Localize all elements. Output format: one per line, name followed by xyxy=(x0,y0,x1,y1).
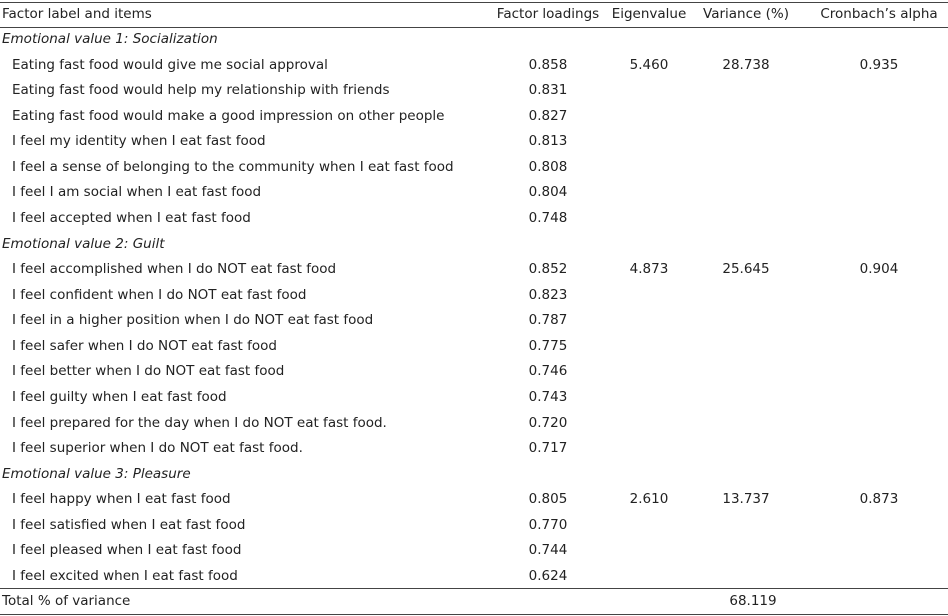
factor-loading: 0.827 xyxy=(528,107,568,124)
factor-loading: 0.775 xyxy=(528,337,568,354)
item-label: I feel prepared for the day when I do NO… xyxy=(12,414,387,431)
column-header: Factor loadings xyxy=(496,6,600,22)
item-label: Eating fast food would help my relations… xyxy=(12,82,390,99)
factor-loading: 0.813 xyxy=(528,133,568,150)
factor-loading: 0.624 xyxy=(528,567,568,584)
item-label: I feel confident when I do NOT eat fast … xyxy=(12,286,307,303)
item-label: Eating fast food would make a good impre… xyxy=(12,107,445,124)
item-label: I feel happy when I eat fast food xyxy=(12,491,231,508)
factor-loading: 0.804 xyxy=(528,184,568,201)
rule xyxy=(0,27,948,28)
column-header: Factor label and items xyxy=(2,6,152,22)
item-label: I feel superior when I do NOT eat fast f… xyxy=(12,440,303,457)
eigenvalue: 5.460 xyxy=(629,56,669,73)
group-label: Emotional value 1: Socialization xyxy=(2,31,218,47)
factor-loading: 0.808 xyxy=(528,158,568,175)
item-label: I feel excited when I eat fast food xyxy=(12,567,238,584)
item-label: I feel accepted when I eat fast food xyxy=(12,209,251,226)
column-header: Variance (%) xyxy=(703,6,789,22)
cronbach-alpha: 0.904 xyxy=(859,261,899,278)
item-label: I feel accomplished when I do NOT eat fa… xyxy=(12,261,337,278)
group-label: Emotional value 3: Pleasure xyxy=(2,465,191,482)
item-label: I feel a sense of belonging to the commu… xyxy=(12,158,454,175)
column-header: Cronbach’s alpha xyxy=(820,6,938,22)
variance: 28.738 xyxy=(722,56,770,73)
factor-loading: 0.823 xyxy=(528,286,568,303)
item-label: I feel my identity when I eat fast food xyxy=(12,133,266,150)
factor-loading: 0.787 xyxy=(528,312,568,329)
factor-loading: 0.805 xyxy=(528,491,568,508)
rule xyxy=(0,614,948,615)
factor-loading: 0.831 xyxy=(528,82,568,99)
item-label: I feel better when I do NOT eat fast foo… xyxy=(12,363,285,380)
factor-loading: 0.746 xyxy=(528,363,568,380)
rule xyxy=(0,588,948,589)
total-variance: 68.119 xyxy=(729,593,777,609)
item-label: I feel safer when I do NOT eat fast food xyxy=(12,337,277,354)
factor-loading: 0.858 xyxy=(528,56,568,73)
variance: 25.645 xyxy=(722,261,770,278)
eigenvalue: 4.873 xyxy=(629,261,669,278)
variance: 13.737 xyxy=(722,491,770,508)
factor-loading: 0.852 xyxy=(528,261,568,278)
item-label: I feel I am social when I eat fast food xyxy=(12,184,262,201)
factor-loading: 0.743 xyxy=(528,388,568,405)
cronbach-alpha: 0.935 xyxy=(859,56,899,73)
factor-loading: 0.720 xyxy=(528,414,568,431)
column-header: Eigenvalue xyxy=(611,6,687,22)
total-label: Total % of variance xyxy=(2,593,131,609)
item-label: I feel pleased when I eat fast food xyxy=(12,542,242,559)
factor-loading: 0.748 xyxy=(528,209,568,226)
group-label: Emotional value 2: Guilt xyxy=(2,235,165,252)
eigenvalue: 2.610 xyxy=(629,491,669,508)
item-label: I feel guilty when I eat fast food xyxy=(12,388,227,405)
item-label: Eating fast food would give me social ap… xyxy=(12,56,328,73)
factor-loading: 0.744 xyxy=(528,542,568,559)
rule xyxy=(0,2,948,3)
item-label: I feel in a higher position when I do NO… xyxy=(12,312,374,329)
factor-loading: 0.717 xyxy=(528,440,568,457)
item-label: I feel satisfied when I eat fast food xyxy=(12,516,246,533)
cronbach-alpha: 0.873 xyxy=(859,491,899,508)
factor-loading: 0.770 xyxy=(528,516,568,533)
